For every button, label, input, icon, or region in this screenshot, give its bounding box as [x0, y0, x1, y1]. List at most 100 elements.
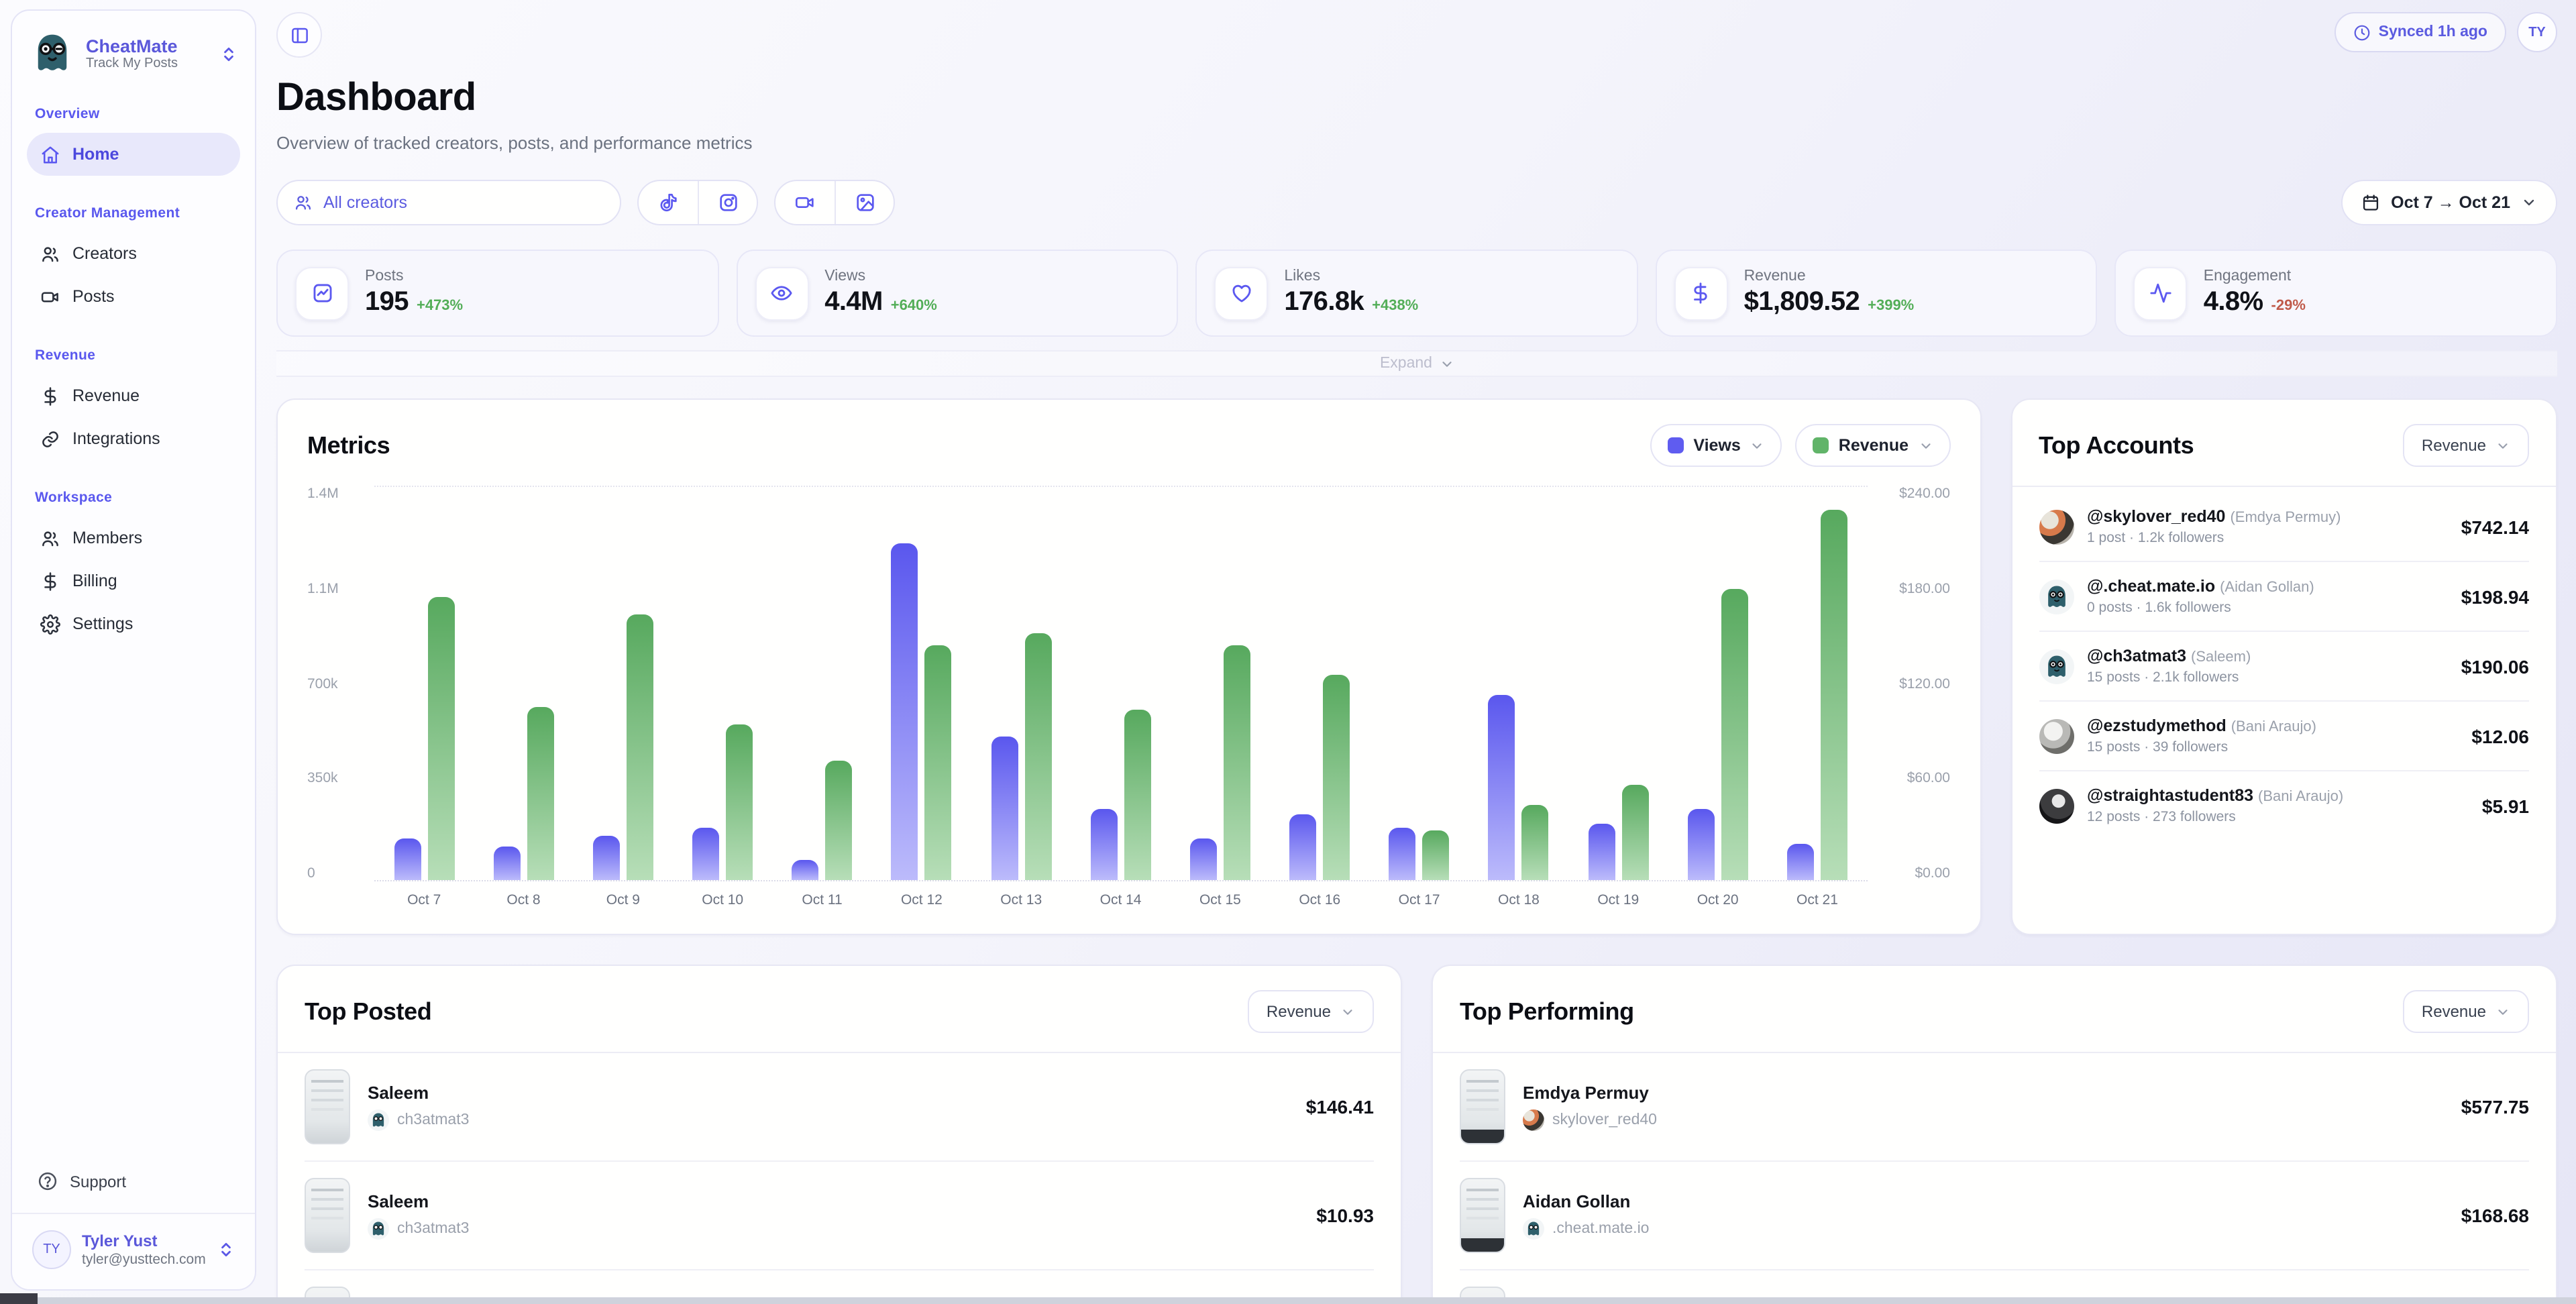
views-bar[interactable]: [1090, 808, 1118, 880]
revenue-bar[interactable]: [1323, 675, 1350, 880]
views-bar[interactable]: [1488, 694, 1515, 880]
stat-card-revenue[interactable]: Revenue $1,809.52 +399%: [1655, 250, 2098, 337]
sidebar-item-settings[interactable]: Settings: [27, 602, 240, 645]
views-bar[interactable]: [792, 860, 819, 880]
views-bar[interactable]: [991, 737, 1018, 880]
views-bar[interactable]: [1786, 843, 1814, 880]
instagram-filter-button[interactable]: [698, 181, 757, 224]
workspace-switcher[interactable]: CheatMate Track My Posts: [27, 28, 240, 76]
sidebar-toggle-button[interactable]: [276, 12, 322, 58]
sidebar-item-integrations[interactable]: Integrations: [27, 417, 240, 460]
revenue-bar[interactable]: [726, 724, 753, 880]
x-axis-label: Oct 15: [1199, 892, 1241, 908]
video-filter-button[interactable]: [775, 181, 835, 224]
stat-delta: +399%: [1868, 298, 1915, 314]
top-performing-sort-dropdown[interactable]: Revenue: [2402, 990, 2529, 1033]
sidebar-item-members[interactable]: Members: [27, 517, 240, 559]
divider: [278, 1052, 1401, 1053]
stat-card-posts[interactable]: Posts 195 +473%: [276, 250, 719, 337]
sidebar-item-home[interactable]: Home: [27, 133, 240, 176]
views-bar[interactable]: [1687, 808, 1715, 880]
account-amount: $742.14: [2461, 516, 2529, 537]
views-bar[interactable]: [891, 543, 918, 880]
revenue-bar[interactable]: [1621, 785, 1649, 880]
top-account-row[interactable]: @straightastudent83 (Bani Araujo) 12 pos…: [2039, 770, 2529, 840]
bar-group: [1171, 487, 1270, 880]
tiktok-filter-button[interactable]: [639, 181, 698, 224]
divider: [1433, 1052, 2556, 1053]
expand-stats-button[interactable]: Expand: [276, 350, 2557, 377]
revenue-bar[interactable]: [1124, 710, 1151, 880]
eye-icon: [755, 266, 809, 320]
account-avatar-ghost: [2039, 649, 2074, 684]
views-bar[interactable]: [692, 828, 720, 880]
sidebar-item-support[interactable]: Support: [27, 1163, 240, 1199]
revenue-bar[interactable]: [1223, 645, 1250, 880]
stat-value: $1,809.52: [1743, 287, 1860, 317]
views-series-dropdown[interactable]: Views: [1650, 424, 1782, 467]
section-label-creator-management: Creator Management: [35, 205, 180, 221]
stat-card-likes[interactable]: Likes 176.8k +438%: [1195, 250, 1638, 337]
revenue-bar[interactable]: [427, 596, 455, 880]
top-account-row[interactable]: @.cheat.mate.io (Aidan Gollan) 0 posts ·…: [2039, 561, 2529, 631]
views-bar[interactable]: [592, 835, 620, 880]
post-row[interactable]: Emdya Permuy skylover_red40 $577.75: [1460, 1053, 2529, 1160]
sidebar-item-revenue[interactable]: Revenue: [27, 374, 240, 417]
bar-group: [872, 487, 971, 880]
post-row[interactable]: Aidan Gollan .cheat.mate.io $168.68: [1460, 1160, 2529, 1269]
views-bar[interactable]: [1189, 838, 1217, 880]
views-bar[interactable]: [1588, 824, 1615, 880]
creators-filter-value: All creators: [323, 193, 408, 212]
date-range-picker[interactable]: Oct 7 → Oct 21: [2341, 180, 2557, 225]
post-row[interactable]: Saleem ch3atmat3 $10.93: [305, 1160, 1374, 1269]
top-account-row[interactable]: @ezstudymethod (Bani Araujo) 15 posts · …: [2039, 700, 2529, 770]
post-row[interactable]: Saleem ch3atmat3 $146.41: [305, 1053, 1374, 1160]
sidebar-item-label: Billing: [72, 572, 117, 590]
sidebar-item-label: Creators: [72, 244, 137, 263]
bar-group: [1369, 487, 1468, 880]
chevron-down-icon: [2521, 195, 2537, 211]
stat-card-views[interactable]: Views 4.4M +640%: [736, 250, 1179, 337]
stat-card-engagement[interactable]: Engagement 4.8% -29%: [2114, 250, 2557, 337]
sidebar-item-posts[interactable]: Posts: [27, 275, 240, 318]
stat-label: Engagement: [2203, 268, 2292, 284]
support-label: Support: [70, 1172, 127, 1191]
account-amount: $198.94: [2461, 586, 2529, 607]
revenue-bar[interactable]: [924, 645, 952, 880]
creators-filter-input[interactable]: All creators: [276, 180, 621, 225]
image-filter-button[interactable]: [835, 181, 894, 224]
views-bar[interactable]: [1289, 814, 1317, 880]
views-bar[interactable]: [1389, 828, 1416, 880]
views-bar[interactable]: [394, 838, 421, 880]
user-menu[interactable]: TY Tyler Yust tyler@yusttech.com: [27, 1214, 240, 1272]
top-accounts-sort-dropdown[interactable]: Revenue: [2402, 424, 2529, 467]
x-axis-label: Oct 8: [506, 892, 541, 908]
revenue-bar[interactable]: [1422, 830, 1450, 880]
revenue-bar[interactable]: [626, 614, 653, 880]
bar-group: [673, 487, 772, 880]
top-posted-sort-dropdown[interactable]: Revenue: [1247, 990, 1374, 1033]
section-label-revenue: Revenue: [35, 347, 96, 364]
sync-status-badge[interactable]: Synced 1h ago: [2334, 12, 2506, 52]
user-email: tyler@yusttech.com: [82, 1251, 206, 1268]
revenue-bar[interactable]: [825, 760, 853, 880]
revenue-bar[interactable]: [1024, 633, 1052, 880]
x-axis-label: Oct 11: [802, 892, 843, 908]
revenue-series-dropdown[interactable]: Revenue: [1795, 424, 1950, 467]
top-account-row[interactable]: @skylover_red40 (Emdya Permuy) 1 post · …: [2039, 492, 2529, 561]
stat-label: Revenue: [1743, 268, 1806, 284]
top-account-row[interactable]: @ch3atmat3 (Saleem) 15 posts · 2.1k foll…: [2039, 631, 2529, 700]
sidebar-item-creators[interactable]: Creators: [27, 232, 240, 275]
revenue-bar[interactable]: [1820, 510, 1847, 880]
section-label-workspace: Workspace: [35, 490, 113, 506]
stat-label: Likes: [1284, 268, 1321, 284]
sidebar-item-billing[interactable]: Billing: [27, 559, 240, 602]
header-avatar[interactable]: TY: [2517, 12, 2557, 52]
post-amount: $10.93: [1316, 1205, 1374, 1226]
ghost-avatar: [368, 1109, 389, 1131]
views-bar[interactable]: [493, 846, 521, 880]
revenue-bar[interactable]: [527, 706, 554, 880]
revenue-bar[interactable]: [1721, 588, 1748, 880]
revenue-legend-label: Revenue: [1838, 436, 1909, 455]
revenue-bar[interactable]: [1521, 804, 1549, 880]
